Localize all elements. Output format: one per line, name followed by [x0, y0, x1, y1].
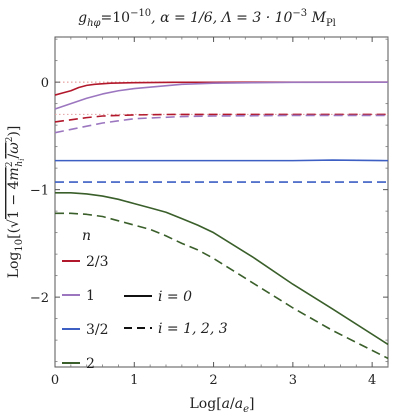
x-tick-label: 0 [51, 373, 59, 388]
data-series [54, 81, 389, 360]
series-line-n-2-dashed [55, 212, 389, 360]
plot-frame [54, 36, 389, 368]
y-axis-title: Log10[(√1 − 4m2hi/ω2)] [5, 126, 26, 279]
y-tick-label: −1 [30, 184, 49, 199]
series-line-n-2-3-solid [54, 81, 388, 96]
legend-style-label: i = 1, 2, 3 [158, 321, 228, 337]
legend: n 2/3 1 3/2 2 i = 0 i = 1, 2, 3 [62, 228, 228, 372]
reference-lines [55, 81, 388, 115]
series-line-n-2-solid [55, 192, 389, 346]
chart-title: ghφ=10−10, α = 1/6, Λ = 3 · 10−3 MPl [78, 8, 336, 29]
series-line-n-1-dashed [54, 114, 388, 134]
series-line-n-3-2-solid [55, 159, 389, 162]
y-tick-label: −2 [30, 291, 49, 306]
legend-style-entries: i = 0 i = 1, 2, 3 [124, 289, 228, 337]
series-line-n-2-3-dashed [54, 113, 388, 123]
x-axis-title: Log[a/ae] [190, 396, 255, 415]
legend-entries: 2/3 1 3/2 2 [62, 254, 109, 372]
series-line-n-1-solid [54, 81, 389, 110]
legend-header: n [82, 228, 91, 244]
x-tick-label: 2 [209, 373, 217, 388]
legend-label: 1 [86, 288, 95, 304]
legend-label: 3/2 [86, 322, 109, 338]
axis-ticks: 0 1 2 3 4 −2 −1 0 [30, 37, 389, 388]
legend-label: 2/3 [86, 254, 109, 270]
legend-style-label: i = 0 [158, 289, 192, 305]
legend-label: 2 [86, 356, 95, 372]
x-tick-label: 1 [130, 373, 138, 388]
x-tick-label: 4 [368, 373, 376, 388]
x-tick-label: 3 [289, 373, 297, 388]
y-tick-label: 0 [41, 76, 49, 91]
